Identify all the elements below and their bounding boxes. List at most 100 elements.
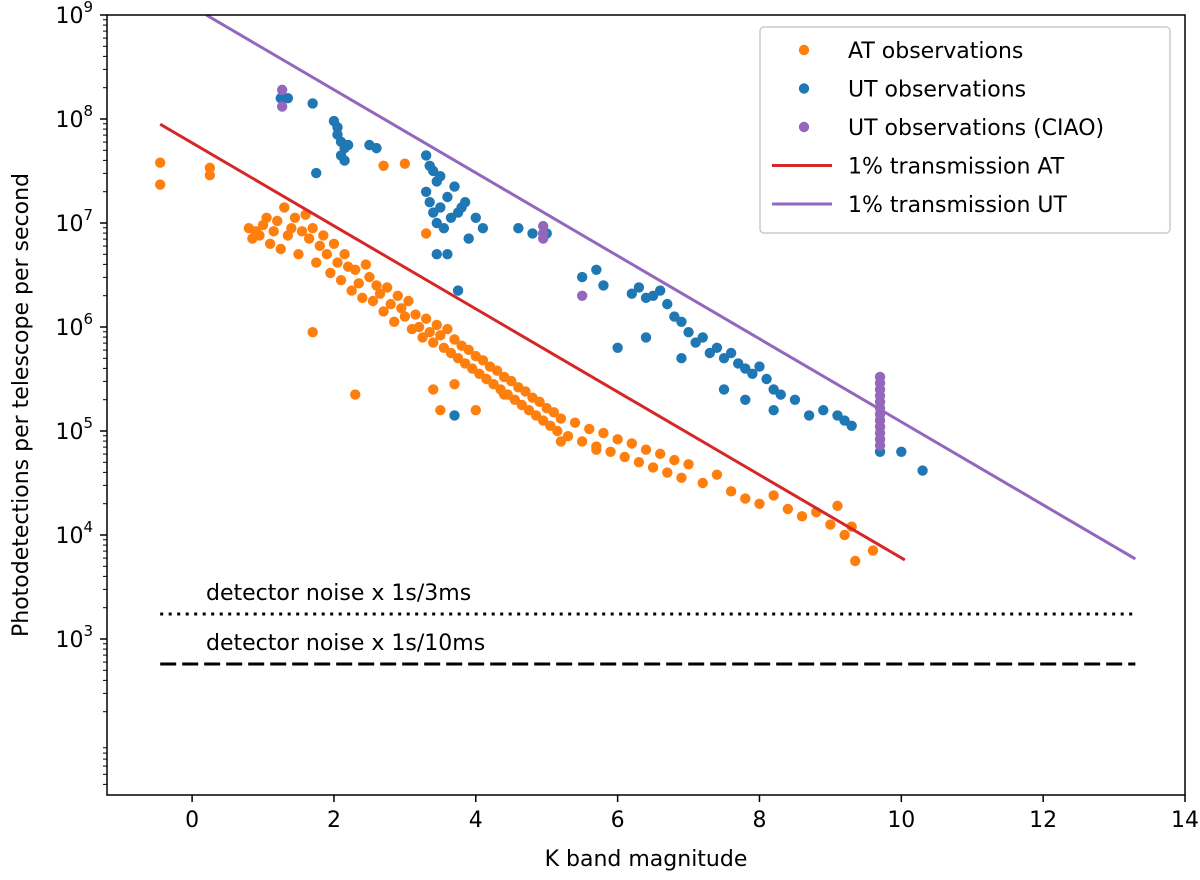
x-axis: 0 2 4 6 8 10 12 14 (185, 795, 1199, 833)
point-0-82 (520, 386, 531, 397)
point-0-24 (314, 240, 325, 252)
point-0-70 (477, 355, 489, 366)
point-0-66 (463, 344, 474, 356)
x-tick-label-3: 6 (611, 808, 625, 833)
point-0-102 (626, 438, 638, 449)
point-0-129 (399, 158, 411, 169)
point-1-36 (452, 285, 464, 296)
point-0-127 (350, 389, 361, 400)
point-1-42 (591, 264, 602, 275)
x-tick-label-2: 4 (469, 808, 483, 833)
point-1-20 (424, 197, 435, 208)
point-0-100 (612, 434, 623, 445)
noise-label-0: detector noise x 1s/3ms (206, 581, 471, 606)
point-0-114 (740, 493, 751, 504)
point-0-48 (399, 311, 411, 322)
x-tick-label-7: 14 (1171, 808, 1199, 833)
point-0-44 (385, 298, 396, 310)
point-0-112 (711, 469, 723, 480)
point-0-40 (371, 280, 382, 291)
point-0-18 (293, 249, 304, 260)
y-axis-label: Photodetections per telescope per second (9, 173, 34, 637)
point-0-0 (154, 157, 166, 168)
legend-label-0: AT observations (848, 39, 1023, 64)
point-0-60 (442, 323, 453, 335)
legend-label-2: UT observations (CIAO) (848, 116, 1104, 141)
point-1-32 (470, 212, 481, 223)
point-1-1 (282, 93, 294, 104)
point-2-1 (276, 101, 288, 112)
point-0-13 (275, 243, 286, 255)
point-0-21 (303, 233, 315, 244)
point-1-3 (311, 167, 322, 179)
noise-label-1: detector noise x 1s/10ms (206, 631, 485, 656)
point-0-31 (339, 249, 350, 260)
point-0-110 (683, 459, 694, 470)
point-0-38 (364, 271, 375, 283)
point-1-23 (435, 202, 446, 213)
x-tick-label-6: 12 (1029, 808, 1057, 833)
point-1-74 (896, 446, 907, 457)
point-0-124 (850, 555, 861, 567)
point-0-3 (204, 169, 216, 181)
legend-marker-0 (798, 44, 810, 56)
point-0-128 (378, 160, 389, 171)
point-0-120 (825, 519, 836, 530)
point-1-59 (725, 347, 737, 359)
point-0-116 (768, 490, 779, 501)
point-1-41 (576, 271, 588, 283)
y-tick-label-6: 109 (55, 0, 93, 29)
legend-marker-1 (798, 83, 810, 94)
point-0-58 (435, 330, 446, 341)
point-0-17 (289, 212, 301, 223)
legend-label-4: 1% transmission UT (848, 193, 1068, 218)
point-0-121 (832, 500, 843, 512)
point-0-135 (498, 389, 510, 400)
point-0-27 (325, 267, 336, 279)
point-0-2 (204, 162, 216, 174)
point-1-37 (449, 410, 460, 421)
point-1-46 (633, 282, 645, 293)
point-0-52 (413, 321, 425, 333)
point-1-80 (768, 405, 779, 416)
point-0-133 (449, 379, 460, 390)
x-axis-label: K band magnitude (545, 847, 748, 872)
point-1-44 (612, 342, 623, 353)
point-1-14 (420, 150, 432, 161)
point-1-52 (676, 316, 687, 327)
series-1 (275, 93, 928, 476)
point-0-136 (555, 436, 567, 447)
series-0 (154, 157, 879, 567)
x-tick-label-4: 8 (752, 808, 766, 833)
point-0-74 (491, 365, 503, 376)
point-1-63 (754, 361, 765, 372)
point-0-111 (697, 477, 708, 489)
point-0-117 (782, 503, 794, 515)
point-0-29 (332, 257, 343, 268)
point-0-30 (335, 275, 347, 286)
legend-box (759, 26, 1171, 234)
y-tick-label-1: 104 (55, 518, 93, 549)
point-1-68 (803, 410, 815, 421)
point-2-2 (537, 220, 549, 232)
point-1-13 (371, 142, 382, 154)
point-1-39 (527, 228, 538, 239)
point-0-47 (396, 303, 407, 314)
point-0-41 (374, 288, 386, 299)
x-tick-label-5: 10 (887, 808, 915, 833)
point-1-53 (683, 327, 694, 338)
plot-content (154, 15, 1137, 666)
point-2-17 (874, 440, 886, 451)
point-0-94 (569, 417, 581, 428)
point-0-55 (424, 327, 435, 338)
point-1-25 (442, 191, 453, 203)
legend-label-1: UT observations (848, 78, 1026, 103)
point-2-0 (276, 84, 288, 96)
point-0-54 (420, 313, 432, 324)
point-0-34 (350, 264, 361, 275)
point-1-27 (449, 181, 460, 192)
point-0-96 (584, 423, 595, 435)
point-0-23 (311, 257, 322, 268)
point-1-67 (789, 394, 801, 405)
